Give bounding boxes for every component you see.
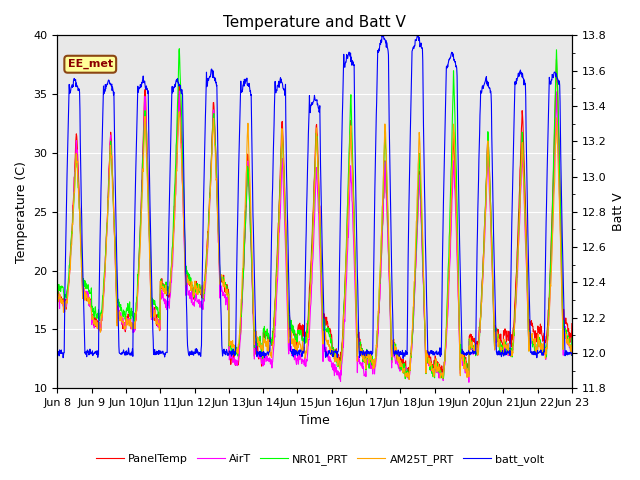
AirT: [168, 270, 175, 276]
PanelTemp: [394, 358, 402, 363]
PanelTemp: [552, 57, 560, 62]
AirT: [568, 338, 576, 344]
PanelTemp: [168, 261, 175, 267]
AirT: [175, 88, 183, 94]
batt_volt: [462, 352, 470, 358]
Y-axis label: Temperature (C): Temperature (C): [15, 161, 28, 263]
AirT: [508, 350, 515, 356]
Y-axis label: Batt V: Batt V: [612, 192, 625, 231]
AirT: [226, 353, 234, 359]
AirT: [465, 379, 473, 385]
AirT: [54, 294, 61, 300]
batt_volt: [168, 90, 175, 96]
PanelTemp: [508, 332, 515, 337]
NR01_PRT: [395, 357, 403, 363]
AM25T_PRT: [395, 356, 403, 362]
batt_volt: [156, 351, 163, 357]
NR01_PRT: [226, 338, 234, 344]
batt_volt: [568, 352, 576, 358]
PanelTemp: [225, 349, 233, 355]
batt_volt: [394, 347, 402, 353]
AM25T_PRT: [168, 262, 175, 268]
batt_volt: [225, 348, 233, 354]
Text: EE_met: EE_met: [68, 59, 113, 70]
AirT: [156, 323, 163, 329]
batt_volt: [508, 243, 515, 249]
AM25T_PRT: [405, 376, 413, 382]
PanelTemp: [461, 361, 469, 367]
X-axis label: Time: Time: [300, 414, 330, 427]
batt_volt: [399, 356, 407, 361]
NR01_PRT: [168, 258, 175, 264]
PanelTemp: [156, 322, 163, 328]
batt_volt: [54, 348, 61, 354]
Title: Temperature and Batt V: Temperature and Batt V: [223, 15, 406, 30]
NR01_PRT: [54, 286, 61, 292]
NR01_PRT: [401, 376, 409, 382]
Line: NR01_PRT: NR01_PRT: [58, 48, 572, 379]
Line: batt_volt: batt_volt: [58, 34, 572, 359]
AirT: [395, 365, 403, 371]
AM25T_PRT: [54, 293, 61, 299]
Line: AirT: AirT: [58, 91, 572, 382]
NR01_PRT: [175, 46, 183, 51]
PanelTemp: [568, 321, 576, 326]
PanelTemp: [54, 289, 61, 295]
AM25T_PRT: [462, 369, 470, 374]
batt_volt: [413, 31, 421, 37]
AM25T_PRT: [226, 339, 234, 345]
NR01_PRT: [508, 349, 515, 355]
NR01_PRT: [568, 335, 576, 341]
AirT: [462, 364, 470, 370]
PanelTemp: [465, 372, 473, 378]
AM25T_PRT: [156, 327, 163, 333]
Legend: PanelTemp, AirT, NR01_PRT, AM25T_PRT, batt_volt: PanelTemp, AirT, NR01_PRT, AM25T_PRT, ba…: [92, 450, 548, 469]
AM25T_PRT: [508, 350, 515, 356]
Line: PanelTemp: PanelTemp: [58, 60, 572, 375]
AM25T_PRT: [175, 109, 183, 115]
NR01_PRT: [462, 363, 470, 369]
Line: AM25T_PRT: AM25T_PRT: [58, 112, 572, 379]
NR01_PRT: [156, 311, 163, 317]
AM25T_PRT: [568, 342, 576, 348]
